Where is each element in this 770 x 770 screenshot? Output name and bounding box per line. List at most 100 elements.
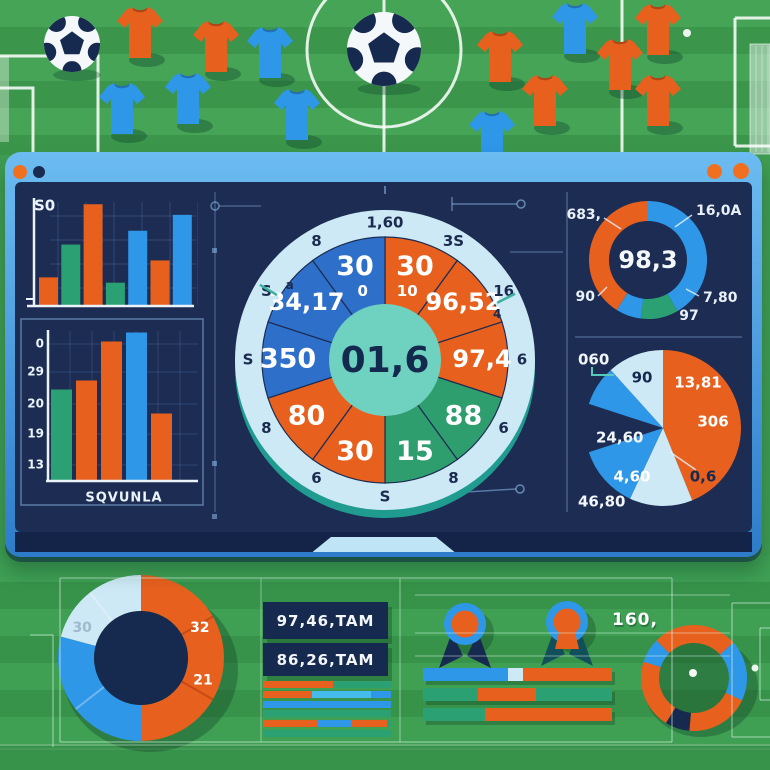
bar-segment xyxy=(477,688,537,701)
pie-segment xyxy=(630,428,693,506)
bar-chart-bottom-left: 0 29 20 19 13 SQVUNLA xyxy=(20,318,204,516)
donut-chart-bottom-right xyxy=(606,598,770,763)
bar xyxy=(128,230,148,306)
wheel-segment-value: 34,17 xyxy=(269,288,345,316)
soccer-ball xyxy=(347,12,421,95)
player-jersey xyxy=(522,75,570,135)
ring-tick: 8 xyxy=(261,419,271,437)
wheel-segment-value: 97,4 xyxy=(452,345,511,373)
bar-segment xyxy=(536,688,612,701)
pie-segment xyxy=(663,350,741,501)
ring-tick: 6 xyxy=(517,351,527,369)
pitch-markings-bottom-svg xyxy=(0,577,770,750)
wheel-segment-value: 15 xyxy=(396,436,434,467)
field-top xyxy=(0,0,770,155)
wheel-gauge-chart: 30 10 96,52 97,4 88 15 30 80 350 34,17 30 0 1,60 3S 16… xyxy=(215,188,555,532)
award-badge xyxy=(439,603,494,668)
donut-right-svg: 98,3 683, 16,0A 90 7,80 97 xyxy=(566,201,742,324)
ring-tick: 6 xyxy=(311,469,321,487)
bar-segment xyxy=(351,720,388,728)
wide-stacked-bars xyxy=(423,668,612,728)
player-jersey xyxy=(469,111,515,155)
award-badge xyxy=(541,601,596,666)
field-dot xyxy=(751,664,759,672)
decor-measurement-lines xyxy=(210,186,742,519)
award-badges xyxy=(428,596,608,676)
label: 7,80 xyxy=(703,290,738,306)
bar xyxy=(172,214,192,306)
stacked-bar-row xyxy=(423,708,612,721)
bar-segment xyxy=(316,720,352,728)
bar-segment xyxy=(263,720,317,728)
window-bottom-band xyxy=(15,532,752,552)
donut-center-value: 98,3 xyxy=(618,246,677,274)
player-jersey xyxy=(552,3,600,63)
bar-chart-bottom-left-svg: 0 29 20 19 13 SQVUNLA xyxy=(20,318,204,506)
bar xyxy=(51,389,72,481)
ring-tick: 6 xyxy=(498,419,508,437)
label: 16,0A xyxy=(696,203,742,219)
penalty-spot xyxy=(683,29,691,37)
ring-tick-sub: 4 xyxy=(493,307,501,321)
donut-segment xyxy=(640,293,678,319)
center-circle xyxy=(305,0,463,129)
player-jersey xyxy=(117,7,165,67)
window-control-dot-orange[interactable] xyxy=(707,164,722,179)
window-control-dot-orange[interactable] xyxy=(733,163,749,179)
badges-svg xyxy=(439,601,596,668)
label: 24,60 xyxy=(596,429,643,447)
wheel-segment xyxy=(383,321,509,399)
wheel-segment-value: 96,52 xyxy=(426,288,502,316)
donut-segment xyxy=(665,707,691,731)
stacked-bar-row xyxy=(263,729,391,737)
window-control-dot-orange[interactable] xyxy=(13,165,27,179)
donut-segment xyxy=(648,201,707,312)
wheel-segment-value: 30 xyxy=(336,251,374,282)
ring-tick: 16 xyxy=(493,282,514,300)
player-jersey xyxy=(99,83,147,143)
donut-chart-bottom-left: 32 21 30 xyxy=(36,556,248,768)
bar-segment xyxy=(370,690,391,698)
goal-net xyxy=(0,56,9,142)
player-jersey xyxy=(274,89,322,149)
donut-segment xyxy=(643,640,670,668)
donut-segment xyxy=(60,575,141,646)
player-jersey xyxy=(247,27,295,87)
bar xyxy=(126,332,147,481)
ring-tick: 3S xyxy=(443,232,464,250)
wheel-segment-value: 80 xyxy=(288,401,326,432)
y-tick: 29 xyxy=(27,365,44,379)
donut-segment xyxy=(656,625,694,654)
stacked-bar-row xyxy=(423,668,612,681)
bar-chart-top-left: S0 xyxy=(22,190,199,314)
wheel-segment-value: 350 xyxy=(260,344,316,375)
bar-segment xyxy=(263,710,391,718)
ring-tick: 1,60 xyxy=(366,214,403,232)
bar-chart-top-left-svg: S0 xyxy=(26,197,199,308)
ring-tick: S xyxy=(261,282,272,300)
ring-tick: S xyxy=(380,488,391,506)
bar-segment xyxy=(508,668,524,681)
wheel-center-value: 01,6 xyxy=(341,340,430,381)
y-tick: 0 xyxy=(36,337,44,351)
bar-segment xyxy=(263,690,312,698)
wheel-segment xyxy=(261,321,387,399)
label: 46,80 xyxy=(578,493,625,511)
wheel-segment-subvalue: 10 xyxy=(397,282,418,300)
bar-segment xyxy=(485,708,612,721)
window-control-dot-navy[interactable] xyxy=(33,166,45,178)
label: 4,60 xyxy=(613,468,650,486)
bar-segment xyxy=(263,700,391,708)
player-jersey xyxy=(635,75,683,135)
wheel-segment-subvalue: 0 xyxy=(358,282,368,300)
ring-tick-sub: a xyxy=(286,278,294,292)
bar-segment xyxy=(263,729,391,737)
donut-segment xyxy=(689,692,743,731)
player-jersey xyxy=(165,73,213,133)
stacked-bar-row xyxy=(263,700,391,708)
bar-segment xyxy=(311,690,371,698)
wheel-segment-value: 88 xyxy=(445,401,483,432)
donut-bottom-left-svg: 32 21 30 xyxy=(57,575,238,752)
